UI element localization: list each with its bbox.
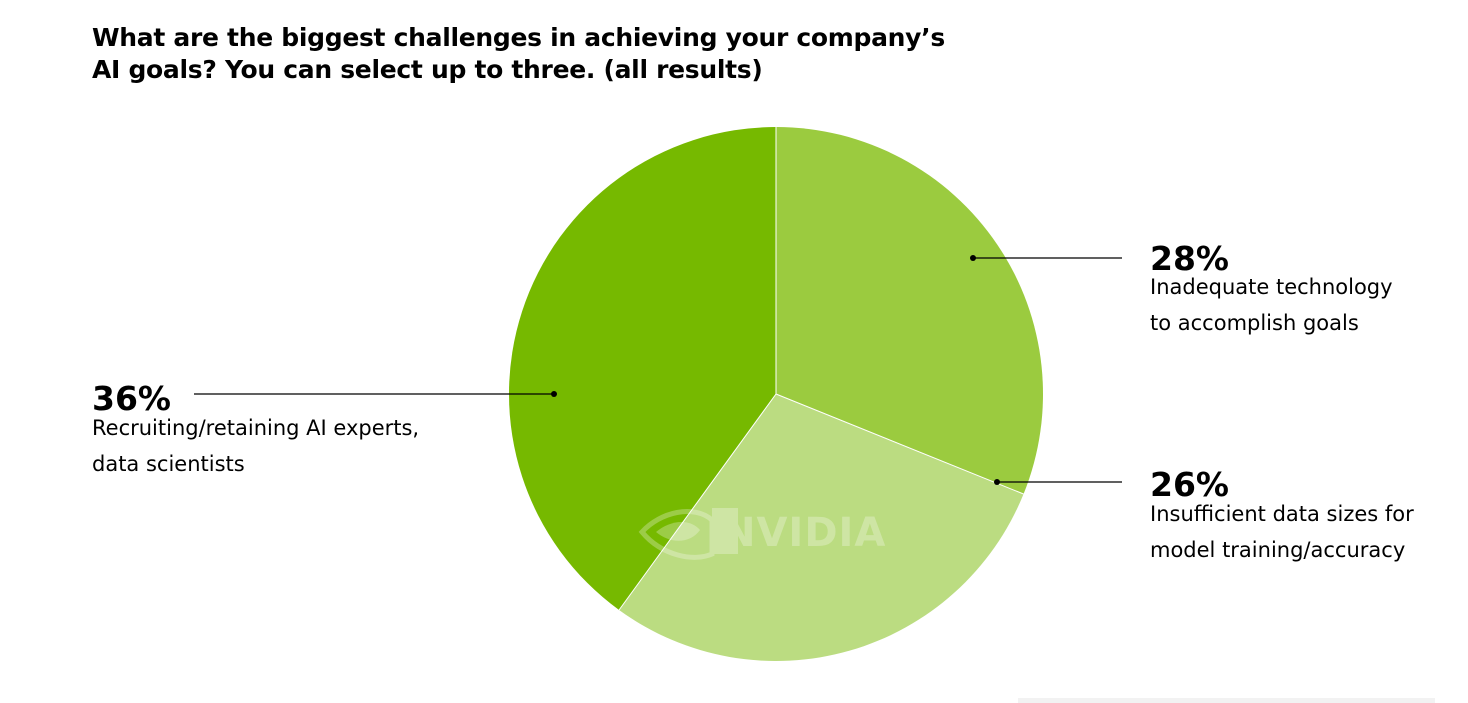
slice-value-label: 36% — [92, 379, 171, 418]
leader-dot — [551, 391, 557, 397]
slice-label-group: 36%Recruiting/retaining AI experts, data … — [92, 379, 557, 476]
chart-title: What are the biggest challenges in achie… — [92, 23, 945, 84]
slice-label-group: 26%Insufficient data sizes for model trai… — [994, 465, 1414, 562]
slice-category-label: to accomplish goals — [1150, 311, 1359, 335]
slice-label-group: 28%Inadequate technology to accomplish go… — [970, 239, 1393, 335]
slice-category-label: Insufficient data sizes for — [1150, 502, 1414, 526]
slice-value-label: 26% — [1150, 465, 1229, 504]
slice-labels: 28%Inadequate technology to accomplish go… — [92, 239, 1414, 562]
leader-dot — [994, 479, 1000, 485]
footer-divider — [1018, 698, 1435, 703]
pie-slices — [508, 126, 1044, 662]
slice-separator — [775, 393, 1024, 495]
nvidia-watermark: NVIDIA — [638, 508, 886, 560]
slice-separator — [618, 393, 777, 611]
slice-category-label: Recruiting/retaining AI experts, — [92, 416, 419, 440]
slice-category-label: model training/accuracy — [1150, 538, 1405, 562]
slice-category-label: data scientists — [92, 452, 245, 476]
pie-slice — [508, 126, 776, 611]
nvidia-eye-icon — [638, 508, 738, 560]
pie-slice — [619, 394, 1024, 662]
slice-value-label: 28% — [1150, 239, 1229, 278]
pie-slice — [776, 126, 1044, 495]
leader-dot — [970, 255, 976, 261]
slice-category-label: Inadequate technology — [1150, 275, 1393, 299]
nvidia-watermark-text: NVIDIA — [722, 510, 886, 556]
